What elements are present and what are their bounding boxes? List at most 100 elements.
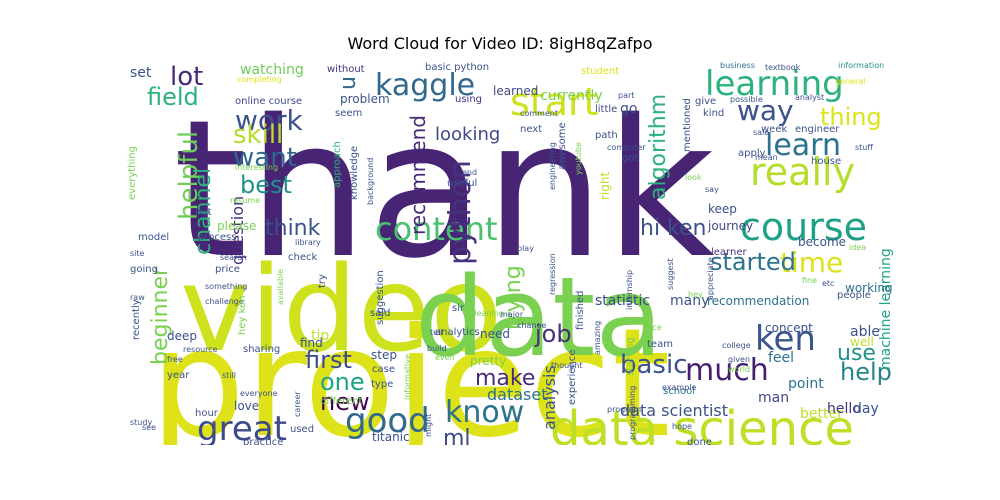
word-check: check bbox=[288, 252, 317, 263]
word-video: video bbox=[180, 240, 502, 378]
word-well: well bbox=[850, 335, 874, 349]
word-content: content bbox=[375, 210, 498, 248]
word-algorithm: algorithm bbox=[646, 94, 671, 200]
word-site: site bbox=[130, 249, 145, 258]
word-search: search bbox=[220, 253, 247, 262]
word-concept: concept bbox=[765, 321, 813, 335]
word-know: know bbox=[445, 395, 524, 430]
word-college: college bbox=[722, 341, 751, 350]
word-data-science: data science bbox=[550, 401, 854, 445]
word-question: question bbox=[228, 196, 247, 265]
word-problem: problem bbox=[340, 92, 390, 106]
word-process: process bbox=[198, 232, 236, 243]
word-step: step bbox=[371, 348, 397, 362]
word-said: said bbox=[370, 308, 390, 319]
word-become: become bbox=[798, 235, 846, 249]
word-one: one bbox=[320, 368, 365, 396]
word-learned: learned bbox=[493, 84, 538, 98]
word-practice: practice bbox=[243, 437, 283, 445]
word-programming: programming bbox=[628, 386, 637, 440]
word-mentioned: mentioned bbox=[682, 98, 693, 152]
word-project: project bbox=[150, 297, 671, 445]
word-appreciate: appreciate bbox=[706, 257, 715, 300]
chart-title: Word Cloud for Video ID: 8igH8qZafpo bbox=[347, 34, 653, 53]
word-week: week bbox=[761, 124, 787, 135]
word-path: path bbox=[595, 130, 618, 141]
word-interesting: interesting bbox=[235, 163, 278, 172]
word-please: please bbox=[217, 219, 256, 233]
word-case: case bbox=[372, 364, 395, 375]
word-next: next bbox=[520, 124, 542, 135]
word-ml: ml bbox=[443, 426, 471, 445]
word-new: new bbox=[320, 388, 370, 416]
word-regression: regression bbox=[548, 253, 557, 295]
word-pretty: pretty bbox=[470, 354, 506, 368]
word-school: school bbox=[663, 386, 695, 397]
word-go: go bbox=[620, 101, 637, 117]
word-comment: comment bbox=[520, 109, 558, 118]
word-u: u bbox=[336, 76, 361, 90]
word-major: major bbox=[500, 310, 524, 319]
word-business: business bbox=[720, 61, 755, 70]
word-stuff: stuff bbox=[855, 143, 873, 152]
word-field: field bbox=[147, 83, 199, 111]
word-statistic: statistic bbox=[595, 293, 650, 309]
word-lot: lot bbox=[170, 62, 203, 92]
word-resource: resource bbox=[183, 345, 218, 354]
word-python: python bbox=[443, 160, 478, 265]
word-awesome: awesome bbox=[557, 122, 568, 170]
word-job: job bbox=[534, 320, 572, 348]
word-cloud: thank project video data data science learnin… bbox=[125, 60, 895, 445]
word-knowledge: knowledge bbox=[349, 146, 360, 200]
word-basic-python: basic python bbox=[425, 62, 489, 73]
word-price: price bbox=[215, 264, 240, 275]
word-much: much bbox=[685, 353, 769, 388]
word-engineer: engineer bbox=[795, 124, 840, 135]
word-point: point bbox=[788, 376, 824, 392]
word-recently: recently bbox=[131, 299, 142, 340]
word-student: student bbox=[581, 66, 619, 77]
word-set: set bbox=[130, 65, 152, 81]
word-hey: hey bbox=[688, 290, 703, 299]
word-dataset: dataset bbox=[487, 385, 548, 404]
word-finished: finished bbox=[575, 291, 586, 330]
word-even: even bbox=[435, 353, 455, 362]
word-hour: hour bbox=[195, 408, 219, 419]
word-nice: nice bbox=[645, 323, 662, 332]
word-recommendation: recommendation bbox=[707, 294, 809, 308]
word-deep: deep bbox=[167, 329, 197, 343]
word-going: going bbox=[130, 264, 158, 275]
word-feel: feel bbox=[768, 350, 794, 366]
word-way: way bbox=[737, 94, 794, 127]
word-ken: ken bbox=[755, 319, 816, 359]
word-study: study bbox=[130, 418, 152, 427]
word-everyone: everyone bbox=[240, 389, 278, 398]
word-model: model bbox=[138, 232, 169, 243]
word-really: really bbox=[750, 150, 855, 194]
word-use: use bbox=[837, 341, 876, 366]
word-available: available bbox=[276, 269, 285, 305]
word-using: using bbox=[455, 94, 482, 105]
word-put: put bbox=[195, 207, 212, 218]
word-people: people bbox=[837, 290, 871, 301]
word-helpful: helpful bbox=[174, 131, 204, 220]
word-mean: mean bbox=[755, 153, 778, 162]
word-machine-learning: machine learning bbox=[878, 248, 894, 370]
word-youtube: youtube bbox=[574, 142, 583, 175]
word-thank: thank bbox=[173, 79, 715, 300]
word-started: started bbox=[710, 248, 796, 276]
word-play: play bbox=[517, 244, 534, 253]
word-seem: seem bbox=[335, 108, 362, 119]
word-give: give bbox=[695, 96, 716, 107]
word-build: build bbox=[427, 344, 447, 353]
word-better: better bbox=[800, 406, 843, 422]
word-sale: sale bbox=[753, 128, 769, 137]
word-year: year bbox=[167, 370, 190, 381]
word-looking: looking bbox=[435, 124, 500, 145]
word-information: information bbox=[838, 61, 884, 70]
word-currently: currently bbox=[540, 88, 603, 104]
word-titanic: titanic bbox=[372, 430, 410, 444]
word-still: still bbox=[222, 371, 236, 380]
word-data-scientist: data scientist bbox=[620, 401, 728, 420]
word-completing: completing bbox=[237, 75, 282, 84]
